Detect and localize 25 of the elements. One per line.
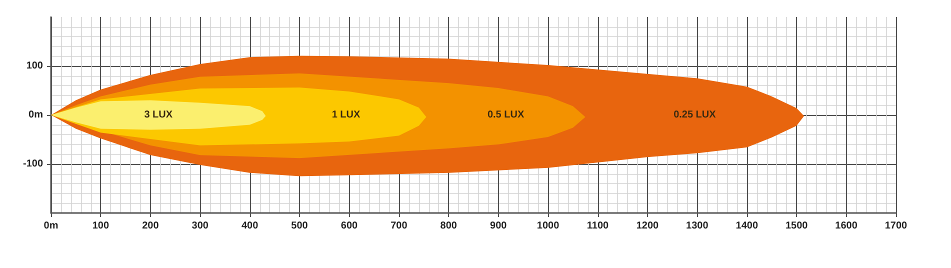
y-tick-label: 100 (26, 60, 44, 72)
series-label: 1 LUX (332, 110, 360, 120)
x-tick-label: 700 (390, 220, 408, 232)
x-tick-label: 600 (340, 220, 358, 232)
series-label: 0.25 LUX (674, 110, 716, 120)
x-tick-label: 800 (440, 220, 458, 232)
x-tick-label: 1500 (785, 220, 808, 232)
x-tick-label: 900 (490, 220, 508, 232)
x-tick-label: 1700 (884, 220, 908, 232)
x-tick-label: 1100 (586, 220, 610, 232)
series-label: 3 LUX (144, 110, 173, 120)
y-tick-label: 0m (28, 110, 44, 120)
x-tick-label: 400 (241, 220, 259, 232)
x-tick-label: 1200 (636, 220, 660, 232)
series-label: 0.5 LUX (487, 110, 524, 120)
x-tick-label: 500 (291, 220, 308, 232)
x-tick-label: 0m (44, 220, 58, 232)
x-tick-label: 1600 (835, 220, 858, 232)
x-tick-label: 200 (142, 220, 160, 232)
y-tick-label: -100 (22, 158, 44, 170)
x-tick-label: 300 (192, 220, 209, 232)
x-tick-label: 100 (92, 220, 110, 232)
x-tick-label: 1300 (686, 220, 709, 232)
x-tick-label: 1000 (536, 220, 560, 232)
x-tick-label: 1400 (736, 220, 758, 232)
